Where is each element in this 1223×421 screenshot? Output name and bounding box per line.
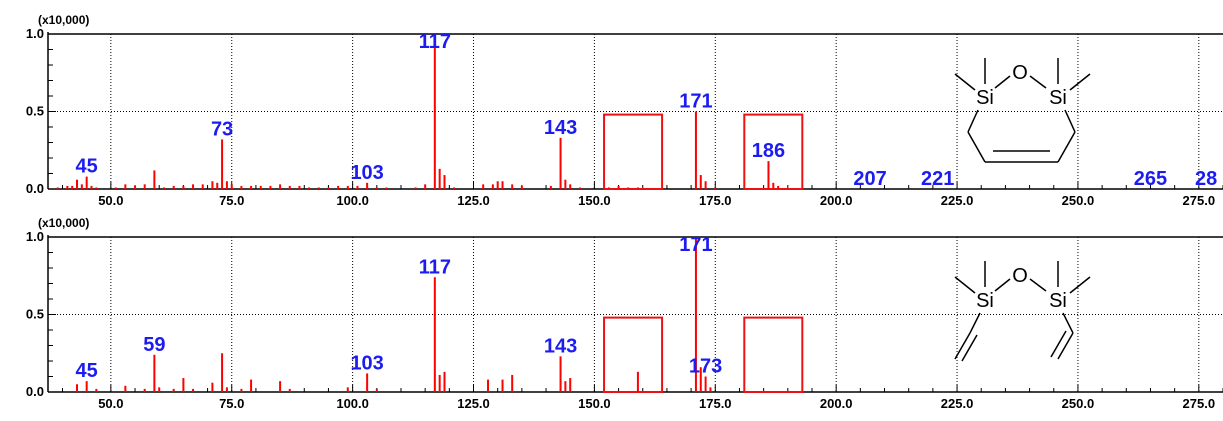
methyl-bond bbox=[954, 276, 976, 294]
atom-label: Si bbox=[1049, 87, 1067, 109]
peak-label: 221 bbox=[921, 168, 954, 190]
vinyl-bond bbox=[1062, 312, 1074, 334]
peak-label: 143 bbox=[544, 335, 577, 357]
methyl-bond bbox=[954, 73, 976, 91]
x-tick-label: 50.0 bbox=[98, 193, 123, 208]
y-tick-label: 1.0 bbox=[26, 229, 44, 244]
y-tick-label: 0.5 bbox=[26, 307, 44, 322]
y-scale-note: (x10,000) bbox=[38, 13, 89, 27]
x-tick-label: 225.0 bbox=[941, 193, 974, 208]
x-tick-label: 225.0 bbox=[941, 396, 974, 411]
x-tick-label: 75.0 bbox=[219, 193, 244, 208]
x-tick-label: 175.0 bbox=[699, 193, 732, 208]
methyl-bond bbox=[1069, 276, 1091, 294]
ring-bond bbox=[1064, 109, 1076, 133]
x-tick-label: 75.0 bbox=[219, 396, 244, 411]
ring-bond bbox=[967, 109, 979, 133]
si-o-bond bbox=[994, 278, 1011, 292]
peak-label: 45 bbox=[76, 156, 98, 178]
y-tick-label: 0.5 bbox=[26, 104, 44, 119]
x-tick-label: 275.0 bbox=[1183, 396, 1216, 411]
peak-label: 171 bbox=[679, 91, 712, 113]
atom-label: Si bbox=[976, 87, 994, 109]
molecule-structure-cyclic-disiloxane: Si O Si bbox=[954, 58, 1091, 163]
x-tick-label: 125.0 bbox=[457, 396, 490, 411]
peak-label: 143 bbox=[544, 117, 577, 139]
x-tick-label: 175.0 bbox=[699, 396, 732, 411]
si-o-bond bbox=[994, 75, 1011, 89]
spectrum-panel-2: 0.0 0.5 1.0 50.0 75.0 100.0 125.0 150.0 175.0 200… bbox=[26, 216, 1223, 411]
vinyl-double-bond bbox=[1057, 332, 1074, 360]
x-tick-label: 200.0 bbox=[820, 193, 853, 208]
methyl-bond bbox=[1069, 73, 1091, 91]
peak-label: 59 bbox=[143, 334, 165, 356]
peak-label: 207 bbox=[853, 168, 886, 190]
molecule-structure-divinyl-disiloxane: Si O Si bbox=[954, 261, 1091, 362]
ring-bond bbox=[1057, 131, 1076, 163]
x-tick-label: 150.0 bbox=[578, 396, 611, 411]
peak-label: 117 bbox=[419, 256, 451, 278]
x-tick-label: 100.0 bbox=[336, 396, 369, 411]
peak-label: 117 bbox=[419, 31, 451, 53]
atom-label: Si bbox=[1049, 290, 1067, 312]
peak-label: 186 bbox=[752, 140, 785, 162]
spectrum-panel-1: 0.0 0.5 1.0 50.0 75.0 100.0 125.0 150.0 175.0 200… bbox=[26, 13, 1223, 208]
highlight-box bbox=[603, 316, 664, 394]
peak-label: 265 bbox=[1134, 168, 1167, 190]
x-tick-label: 100.0 bbox=[336, 193, 369, 208]
peak-label: 171 bbox=[679, 234, 712, 256]
o-si-bond bbox=[1029, 75, 1047, 89]
atom-label: Si bbox=[976, 290, 994, 312]
x-tick-label: 50.0 bbox=[98, 396, 123, 411]
peak-label: 28 bbox=[1195, 168, 1217, 190]
y-tick-label: 1.0 bbox=[26, 26, 44, 41]
highlight-box bbox=[743, 316, 804, 394]
highlight-box bbox=[603, 113, 664, 190]
atom-label: O bbox=[1012, 265, 1028, 287]
x-tick-label: 150.0 bbox=[578, 193, 611, 208]
y-tick-label: 0.0 bbox=[26, 384, 44, 399]
vinyl-double-bond-inner bbox=[1050, 330, 1067, 358]
x-tick-label: 250.0 bbox=[1062, 193, 1095, 208]
peak-label: 73 bbox=[211, 118, 233, 140]
vinyl-double-bond-inner bbox=[961, 334, 978, 362]
x-tick-label: 275.0 bbox=[1183, 193, 1216, 208]
peak-label: 103 bbox=[350, 352, 383, 374]
atom-label: O bbox=[1012, 62, 1028, 84]
vinyl-bond bbox=[969, 312, 981, 334]
vinyl-double-bond bbox=[954, 332, 971, 360]
y-scale-note: (x10,000) bbox=[38, 216, 89, 230]
peak-label: 103 bbox=[350, 162, 383, 184]
peak-label: 45 bbox=[76, 360, 98, 382]
x-tick-label: 200.0 bbox=[820, 396, 853, 411]
x-tick-label: 125.0 bbox=[457, 193, 490, 208]
o-si-bond bbox=[1029, 278, 1047, 292]
ring-bond bbox=[967, 131, 986, 163]
y-tick-label: 0.0 bbox=[26, 181, 44, 196]
x-tick-label: 250.0 bbox=[1062, 396, 1095, 411]
peak-label: 173 bbox=[689, 356, 722, 378]
